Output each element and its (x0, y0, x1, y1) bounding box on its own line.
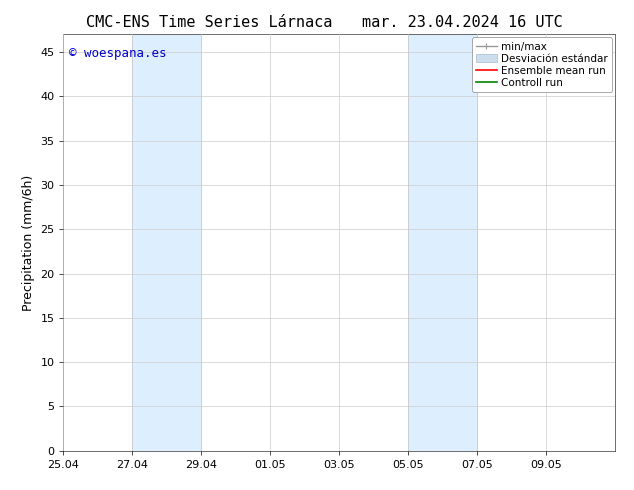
Text: © woespana.es: © woespana.es (69, 47, 166, 60)
Bar (408, 34, 477, 451)
Legend: min/max, Desviación estándar, Ensemble mean run, Controll run: min/max, Desviación estándar, Ensemble m… (472, 37, 612, 92)
Bar (133, 34, 202, 451)
Y-axis label: Precipitation (mm/6h): Precipitation (mm/6h) (22, 174, 35, 311)
Text: mar. 23.04.2024 16 UTC: mar. 23.04.2024 16 UTC (363, 15, 563, 30)
Text: CMC-ENS Time Series Lárnaca: CMC-ENS Time Series Lárnaca (86, 15, 332, 30)
